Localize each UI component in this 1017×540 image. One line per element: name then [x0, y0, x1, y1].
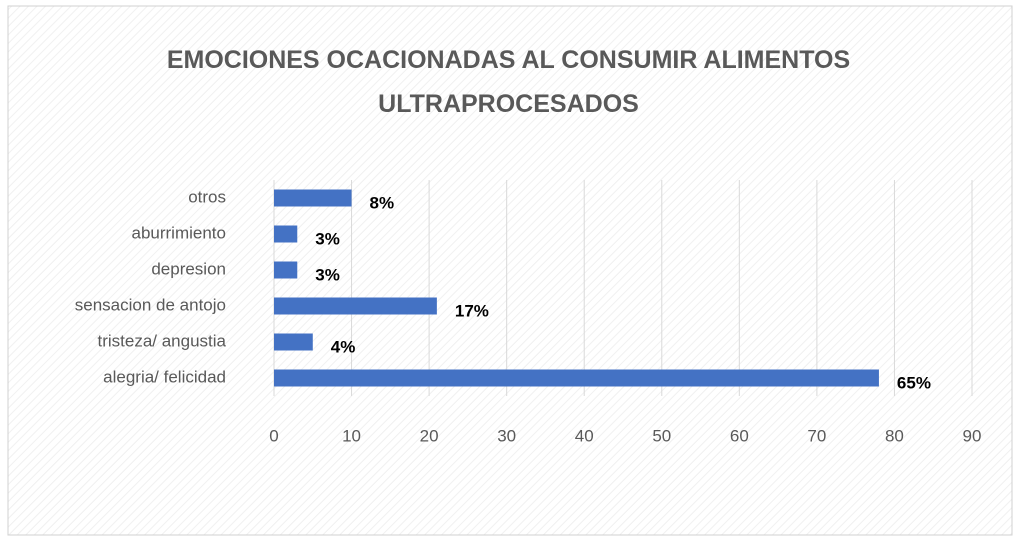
x-tick-label: 80 [885, 426, 904, 445]
x-tick-label: 60 [730, 426, 749, 445]
y-tick-label: alegria/ felicidad [103, 367, 226, 386]
y-tick-label: aburrimiento [132, 223, 227, 242]
y-tick-label: tristeza/ angustia [97, 331, 226, 350]
x-tick-label: 0 [269, 426, 278, 445]
y-tick-label: otros [188, 187, 226, 206]
x-tick-label: 30 [497, 426, 516, 445]
y-tick-label: depresion [151, 259, 226, 278]
x-tick-label: 40 [575, 426, 594, 445]
data-label: 3% [315, 265, 340, 284]
data-label: 4% [331, 337, 356, 356]
chart-title: EMOCIONES OCACIONADAS AL CONSUMIR ALIMEN… [166, 46, 851, 118]
bar [274, 261, 298, 279]
x-tick-label: 70 [807, 426, 826, 445]
data-label: 3% [315, 229, 340, 248]
data-label: 17% [455, 301, 489, 320]
bar [274, 369, 879, 387]
data-label: 65% [897, 373, 931, 392]
bar [274, 297, 437, 315]
bar [274, 225, 298, 243]
x-tick-label: 90 [963, 426, 982, 445]
x-tick-label: 20 [420, 426, 439, 445]
x-tick-label: 10 [342, 426, 361, 445]
bar [274, 333, 313, 351]
y-tick-label: sensacion de antojo [75, 295, 226, 314]
data-label: 8% [370, 193, 395, 212]
bar [274, 189, 352, 207]
x-tick-label: 50 [652, 426, 671, 445]
chart-area [7, 5, 1013, 536]
